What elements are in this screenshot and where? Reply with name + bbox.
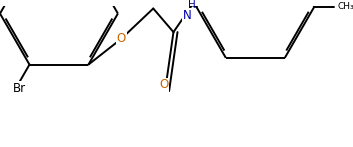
Text: O: O (159, 78, 168, 91)
Text: H: H (188, 0, 196, 10)
Text: Br: Br (13, 82, 26, 95)
Text: O: O (116, 32, 126, 45)
Text: CH₃: CH₃ (337, 2, 353, 11)
Text: N: N (183, 9, 191, 22)
